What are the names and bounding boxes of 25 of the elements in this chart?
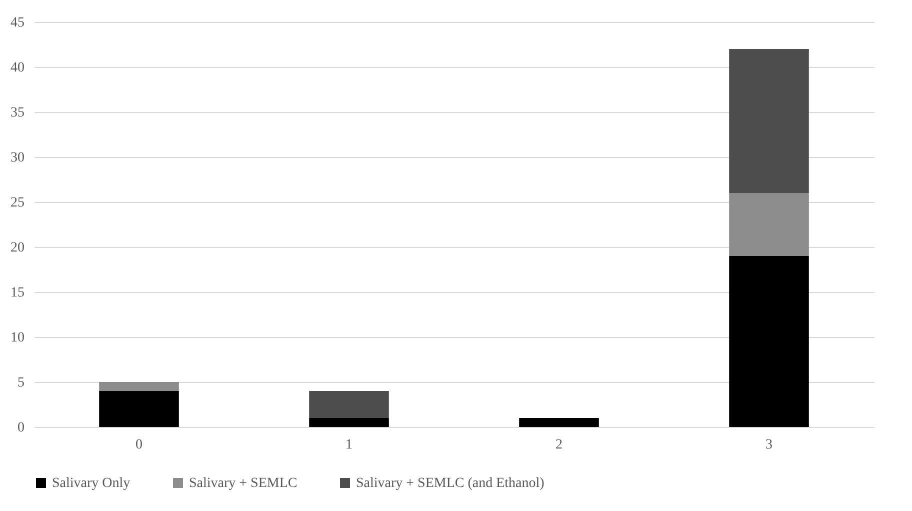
y-tick-label: 35 — [10, 106, 24, 120]
y-tick-label: 15 — [10, 286, 24, 300]
legend-label: Salivary + SEMLC (and Ethanol) — [356, 476, 545, 491]
x-tick-label: 1 — [346, 438, 352, 452]
bar — [99, 391, 179, 427]
legend-label: Salivary + SEMLC — [189, 476, 298, 491]
bar — [309, 391, 389, 418]
x-tick-label: 3 — [766, 438, 772, 452]
bar — [519, 418, 599, 427]
bar — [729, 193, 809, 256]
bar — [729, 256, 809, 427]
y-tick-label: 25 — [10, 196, 24, 210]
bar — [99, 382, 179, 391]
bar — [729, 49, 809, 193]
y-tick-label: 5 — [18, 376, 24, 390]
y-tick-label: 0 — [18, 420, 24, 436]
bar — [309, 418, 389, 427]
y-tick-label: 45 — [10, 16, 24, 30]
y-tick-label: 20 — [10, 240, 24, 256]
legend-label: Salivary Only — [52, 476, 130, 491]
y-tick-label: 30 — [10, 150, 24, 166]
y-tick-label: 10 — [10, 330, 24, 346]
y-tick-label: 40 — [10, 60, 24, 76]
x-tick-label: 2 — [556, 438, 562, 452]
x-tick-label: 0 — [136, 438, 142, 452]
